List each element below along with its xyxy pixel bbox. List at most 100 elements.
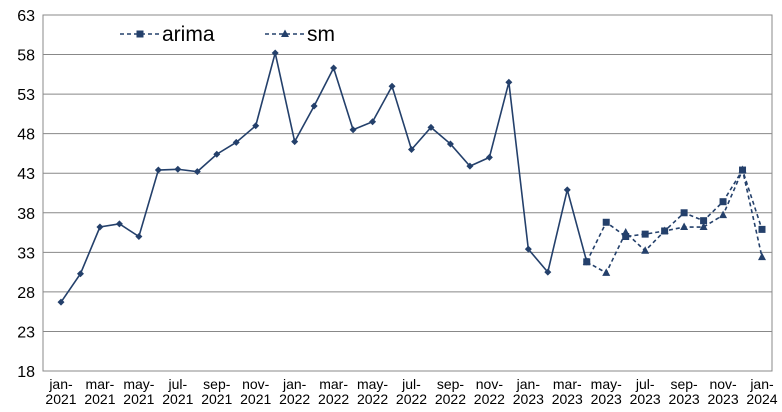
point [388, 82, 396, 90]
y-tick-label: 33 [17, 245, 35, 262]
x-tick-label-part: 2022 [318, 391, 349, 407]
x-tick-label: mar-2023 [552, 376, 583, 407]
x-tick-label: jul-2021 [162, 376, 193, 407]
y-tick-label: 23 [17, 324, 35, 341]
point [524, 245, 532, 253]
x-tick-label-part: may- [123, 376, 154, 392]
x-tick-label-part: 2023 [513, 391, 544, 407]
x-tick-label-part: jul- [167, 376, 187, 392]
point [330, 64, 338, 72]
x-tick-label: nov-2023 [707, 376, 738, 407]
x-tick-label-part: 2021 [45, 391, 76, 407]
x-tick-label-part: 2023 [552, 391, 583, 407]
x-tick-label-part: 2022 [435, 391, 466, 407]
point [544, 268, 552, 276]
point [349, 126, 357, 134]
x-tick-label: jan-2024 [746, 376, 777, 407]
point [271, 49, 279, 57]
point [602, 218, 610, 226]
x-tick-label: may-2021 [123, 376, 154, 407]
point [369, 118, 377, 126]
point [232, 138, 240, 146]
x-tick-label: jul-2023 [630, 376, 661, 407]
point [115, 220, 123, 228]
point [252, 122, 260, 130]
x-tick-label-part: mar- [86, 376, 115, 392]
point [602, 268, 611, 276]
point [466, 162, 474, 170]
x-tick-label-part: jul- [401, 376, 421, 392]
x-tick-label: sep-2021 [201, 376, 232, 407]
legend-marker [281, 29, 289, 37]
point [310, 102, 318, 110]
point [622, 233, 630, 241]
y-tick-label: 58 [17, 48, 35, 65]
x-tick-label: nov-2021 [240, 376, 271, 407]
x-tick-label-part: nov- [476, 376, 504, 392]
y-tick-label: 53 [17, 87, 35, 104]
x-tick-label-part: sep- [437, 376, 465, 392]
point [291, 138, 299, 146]
x-tick-label-part: sep- [670, 376, 698, 392]
x-tick-label-part: nov- [242, 376, 270, 392]
point [758, 252, 766, 261]
series-line [60, 52, 588, 303]
y-tick-label: 38 [17, 206, 35, 223]
y-tick-label: 48 [17, 127, 35, 144]
point [174, 165, 182, 173]
x-tick-label-part: 2023 [591, 391, 622, 407]
x-tick-label-part: jan- [749, 376, 774, 392]
x-tick-label: jan-2021 [45, 376, 76, 407]
point [641, 246, 650, 254]
x-tick-label-part: 2021 [240, 391, 271, 407]
point [719, 198, 727, 206]
x-tick-label-part: 2023 [707, 391, 738, 407]
x-tick-label-part: 2023 [630, 391, 661, 407]
point [758, 225, 766, 233]
x-tick-label-part: may- [357, 376, 388, 392]
point [213, 150, 221, 158]
x-tick-label-part: 2021 [201, 391, 232, 407]
x-tick-label: may-2023 [591, 376, 622, 407]
x-tick-label-part: jul- [635, 376, 655, 392]
x-tick-label-part: 2024 [746, 391, 777, 407]
x-tick-label-part: mar- [319, 376, 348, 392]
x-tick-label: may-2022 [357, 376, 388, 407]
x-tick-label-part: 2022 [357, 391, 388, 407]
point [582, 257, 591, 265]
point [193, 168, 201, 176]
point [719, 210, 728, 219]
x-tick-label-part: may- [591, 376, 622, 392]
x-tick-label: jan-2022 [279, 376, 310, 407]
x-tick-label: nov-2022 [474, 376, 505, 407]
point [621, 228, 630, 236]
x-tick-label: sep-2023 [669, 376, 700, 407]
point [700, 217, 708, 225]
x-tick-label-part: jan- [48, 376, 73, 392]
point [738, 165, 747, 174]
point [641, 230, 649, 238]
x-tick-label: mar-2021 [84, 376, 115, 407]
point [680, 209, 688, 217]
point [485, 153, 493, 161]
x-tick-label-part: nov- [709, 376, 737, 392]
point [446, 140, 454, 148]
x-tick-label-part: jan- [282, 376, 307, 392]
x-tick-label-part: 2022 [474, 391, 505, 407]
x-tick-label: jul-2022 [396, 376, 427, 407]
x-tick-label: sep-2022 [435, 376, 466, 407]
x-tick-label-part: 2022 [396, 391, 427, 407]
point [563, 186, 571, 194]
x-tick-label: mar-2022 [318, 376, 349, 407]
series-line [586, 167, 763, 275]
x-tick-label-part: sep- [203, 376, 231, 392]
point [96, 223, 104, 231]
series-line [586, 168, 763, 263]
point [699, 222, 708, 231]
point [505, 78, 513, 86]
point [680, 222, 689, 231]
y-tick-label: 63 [17, 8, 35, 25]
legend-marker [136, 30, 144, 38]
legend-label: arima [162, 23, 215, 46]
